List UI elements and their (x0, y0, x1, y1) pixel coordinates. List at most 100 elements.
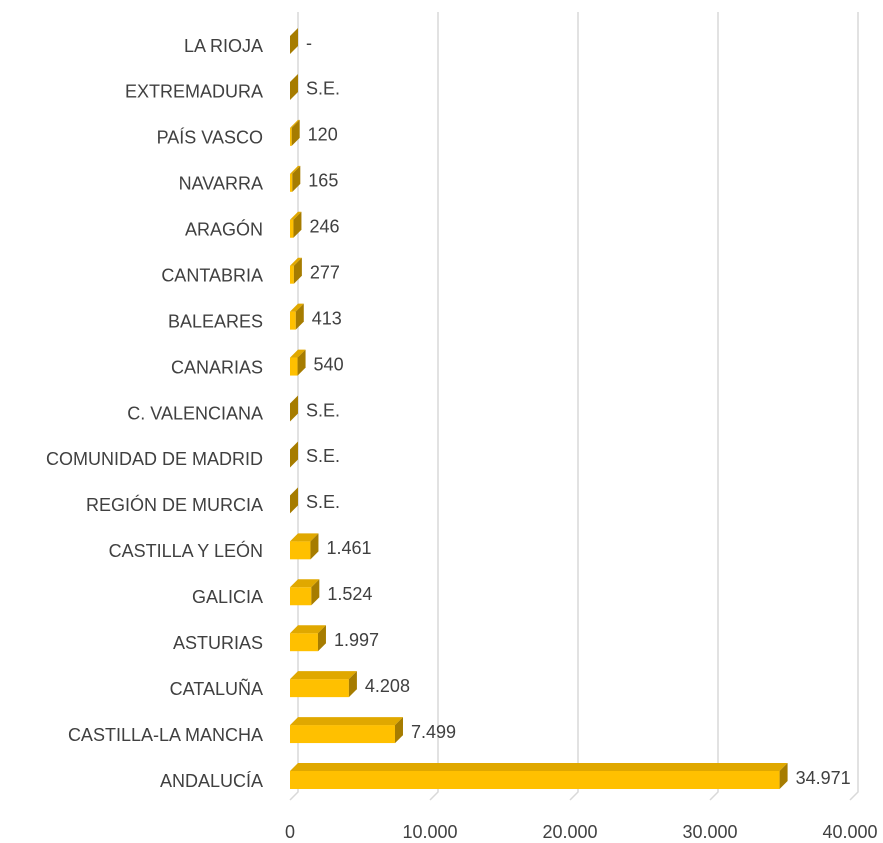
bar-group (290, 28, 298, 54)
data-label: S.E. (306, 79, 340, 99)
bar-top (290, 533, 319, 542)
bar-side (293, 211, 302, 238)
bar-side (290, 28, 298, 54)
bar-group (290, 579, 320, 606)
bar (290, 173, 293, 192)
bar-top (290, 763, 788, 771)
bar-top (290, 717, 403, 726)
bar-side (292, 165, 301, 192)
bar-top (290, 119, 300, 128)
bar-group (290, 487, 298, 514)
y-tick-label: LA RIOJA (184, 36, 263, 56)
bar (290, 633, 318, 652)
bar (290, 725, 395, 744)
y-tick-label: REGIÓN DE MURCIA (86, 494, 263, 515)
bar-side (779, 763, 788, 789)
bar-side (394, 717, 403, 744)
data-label: 4.208 (365, 676, 410, 696)
bar (290, 587, 312, 606)
y-tick-label: GALICIA (192, 587, 263, 607)
data-label: 1.524 (327, 584, 372, 604)
bar-side (297, 349, 306, 376)
data-label: 1.461 (326, 538, 371, 558)
y-tick-label: NAVARRA (179, 174, 263, 194)
y-tick-label: C. VALENCIANA (127, 403, 263, 423)
bar-group (290, 533, 319, 560)
bar (290, 679, 349, 698)
data-label: S.E. (306, 446, 340, 466)
bar-group (290, 119, 300, 146)
bar-group (290, 441, 298, 468)
bar (290, 357, 298, 376)
data-label: 277 (310, 262, 340, 282)
bar-top (290, 625, 326, 634)
bar-group (290, 763, 788, 789)
bar-side (317, 625, 326, 652)
x-tick-label: 10.000 (402, 822, 457, 842)
bar (290, 771, 780, 789)
y-tick-label: BALEARES (168, 311, 263, 331)
x-tick-label: 30.000 (682, 822, 737, 842)
data-label: 165 (308, 171, 338, 191)
bar-group (290, 395, 298, 422)
y-tick-label: CASTILLA Y LEÓN (109, 540, 263, 561)
bar (290, 127, 292, 146)
grid-line (849, 12, 859, 801)
bar-group (290, 717, 403, 744)
bar-side (290, 441, 298, 468)
data-label: 7.499 (411, 722, 456, 742)
bar-side (295, 303, 304, 330)
data-label: 34.971 (796, 768, 851, 788)
grid-line (709, 12, 719, 801)
bar-top (290, 257, 302, 266)
bar-top (290, 211, 302, 220)
grid-line (429, 12, 439, 801)
bar-side (290, 487, 298, 514)
y-tick-label: ANDALUCÍA (160, 771, 263, 791)
bar-side (290, 395, 298, 422)
bar-group (290, 257, 302, 284)
bar-top (290, 671, 357, 680)
bar (290, 219, 294, 238)
bar-group (290, 349, 306, 376)
data-label: 120 (308, 125, 338, 145)
y-tick-label: ASTURIAS (173, 633, 263, 653)
bar (290, 265, 294, 284)
y-tick-label: CANTABRIA (161, 265, 263, 285)
bar-top (290, 165, 301, 174)
y-tick-label: EXTREMADURA (125, 82, 263, 102)
bar-side (311, 579, 320, 606)
bar-top (290, 303, 304, 312)
data-label: 413 (312, 308, 342, 328)
y-tick-label: CANARIAS (171, 357, 263, 377)
bar-side (348, 671, 357, 698)
data-label: 246 (309, 217, 339, 237)
data-label: 1.997 (334, 630, 379, 650)
bar (290, 311, 296, 330)
bar-group (290, 671, 357, 698)
bar-side (310, 533, 319, 560)
bar-group (290, 73, 298, 100)
x-tick-label: 40.000 (822, 822, 877, 842)
data-label: - (306, 33, 312, 53)
bar-top (290, 579, 320, 588)
bar-side (291, 119, 300, 146)
data-label: S.E. (306, 400, 340, 420)
x-tick-label: 20.000 (542, 822, 597, 842)
bar-group (290, 625, 326, 652)
bar-group (290, 165, 301, 192)
grid-line (569, 12, 579, 801)
bar-top (290, 349, 306, 358)
y-tick-label: PAÍS VASCO (157, 128, 263, 148)
bar-group (290, 211, 302, 238)
x-tick-label: 0 (285, 822, 295, 842)
data-label: 540 (314, 354, 344, 374)
bar-side (293, 257, 302, 284)
data-label: S.E. (306, 492, 340, 512)
y-tick-label: COMUNIDAD DE MADRID (46, 449, 263, 469)
bar (290, 541, 311, 560)
y-tick-label: ARAGÓN (185, 219, 263, 240)
y-tick-label: CASTILLA-LA MANCHA (68, 725, 263, 745)
y-tick-label: CATALUÑA (170, 678, 263, 699)
